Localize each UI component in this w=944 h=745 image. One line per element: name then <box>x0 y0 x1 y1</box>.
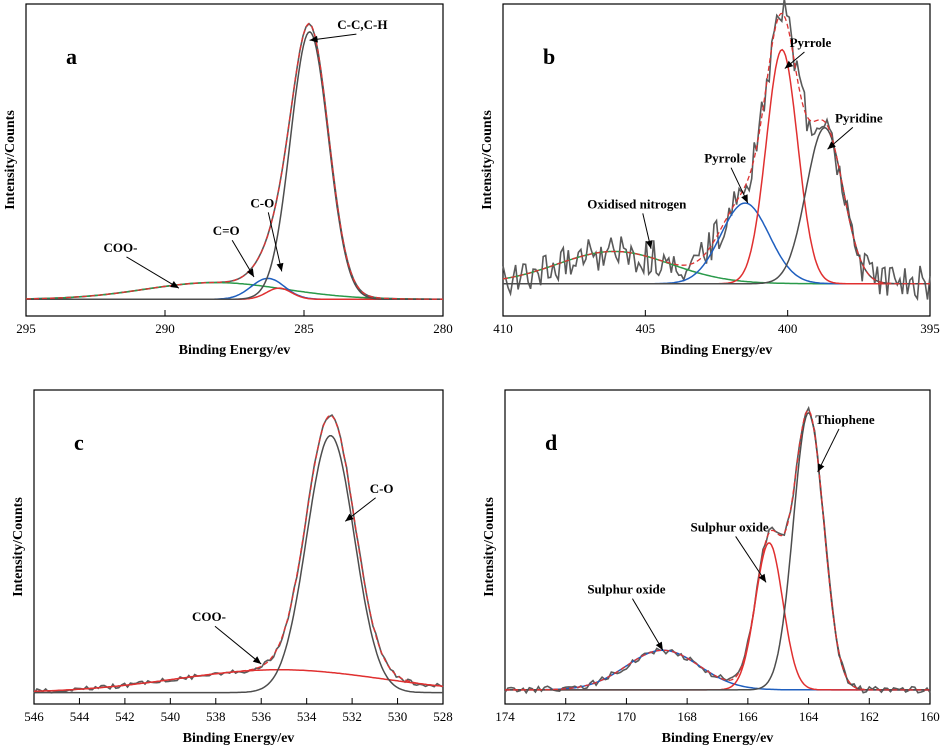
component-peak-1 <box>34 668 444 693</box>
x-tick-label: 170 <box>617 709 637 724</box>
component-peak-1 <box>505 649 930 691</box>
peak-annotation: Sulphur oxide <box>587 582 665 597</box>
plot-frame <box>25 3 444 317</box>
arrow-head <box>741 194 748 204</box>
x-tick-label: 166 <box>738 709 758 724</box>
peak-annotation: Sulphur oxide <box>691 519 769 534</box>
component-peak-4 <box>26 31 443 301</box>
raw-spectrum-line <box>25 22 443 300</box>
x-axis-label: Binding Energy/ev <box>183 731 295 745</box>
peak-annotation: Pyrrole <box>704 151 746 166</box>
arrow-head <box>170 281 179 289</box>
x-axis-label: Binding Energy/ev <box>179 343 291 358</box>
arrow-head <box>345 513 354 522</box>
x-tick-label: 544 <box>70 709 90 724</box>
annotation-arrow <box>631 598 664 651</box>
x-tick-label: 410 <box>493 321 513 336</box>
x-tick-label: 290 <box>155 321 175 336</box>
component-peak-4 <box>503 126 930 285</box>
x-tick-label: 540 <box>161 709 181 724</box>
panel-letter: c <box>74 430 84 455</box>
x-tick-label: 528 <box>433 709 453 724</box>
y-axis-label: Intensity/Counts <box>482 497 497 597</box>
peak-annotation: C-C,C-H <box>337 17 387 32</box>
component-peak-3 <box>503 48 930 285</box>
peak-annotation: C-O <box>250 195 274 210</box>
x-tick-label: 400 <box>778 321 798 336</box>
x-tick-label: 395 <box>920 321 940 336</box>
x-tick-label: 295 <box>16 321 36 336</box>
annotation-arrow <box>267 212 283 272</box>
arrow-head <box>817 463 825 473</box>
x-tick-label: 405 <box>636 321 656 336</box>
peak-annotation: Oxidised nitrogen <box>587 196 687 211</box>
x-axis-label: Binding Energy/ev <box>662 731 774 745</box>
x-tick-label: 168 <box>677 709 697 724</box>
arrow-head <box>784 60 794 69</box>
y-axis-label: Intensity/Counts <box>3 110 18 210</box>
component-peak-2 <box>505 542 930 691</box>
x-tick-label: 160 <box>920 709 940 724</box>
x-tick-label: 530 <box>388 709 408 724</box>
x-tick-label: 174 <box>495 709 515 724</box>
annotation-arrow <box>735 536 767 583</box>
x-tick-label: 164 <box>799 709 819 724</box>
peak-annotation: C=O <box>213 223 240 238</box>
plot-frame <box>33 389 444 705</box>
x-tick-label: 280 <box>433 321 453 336</box>
panel-letter: a <box>66 44 77 69</box>
x-tick-label: 534 <box>297 709 317 724</box>
peak-annotation: Thiophene <box>815 412 874 427</box>
arrow-head <box>758 573 767 583</box>
peak-annotation: Pyrrole <box>790 35 832 50</box>
annotation-arrow <box>126 256 180 289</box>
peak-annotation: COO- <box>192 609 226 624</box>
x-tick-label: 536 <box>251 709 271 724</box>
panel-b: 410 405 400 395 Binding Energy/ev Intensity/C… <box>480 0 940 358</box>
arrow-head <box>246 268 254 277</box>
arrow-head <box>655 641 663 651</box>
fit-envelope-line <box>34 414 444 692</box>
panel-c: 546 544 542 540 538 536 534 532 530 528 Binding En… <box>11 389 453 745</box>
plot-frame <box>504 389 931 705</box>
x-tick-label: 532 <box>342 709 362 724</box>
arrow-head <box>252 656 262 665</box>
arrow-head <box>645 240 653 249</box>
panel-letter: b <box>543 44 555 69</box>
panel-a: 295 290 285 280 Binding Energy/ev Intensity/C… <box>3 3 453 358</box>
arrow-head <box>827 141 836 150</box>
annotation-arrow <box>817 428 840 473</box>
y-axis-label: Intensity/Counts <box>480 110 495 210</box>
fit-envelope-line <box>505 409 930 691</box>
arrow-head <box>276 262 284 272</box>
peak-annotation: COO- <box>104 240 138 255</box>
x-axis-label: Binding Energy/ev <box>661 343 773 358</box>
plot-frame <box>502 3 931 317</box>
fit-envelope-line <box>502 12 930 285</box>
y-axis-label: Intensity/Counts <box>11 497 26 597</box>
component-peak-3 <box>505 411 930 691</box>
x-tick-label: 172 <box>556 709 576 724</box>
peak-annotation: C-O <box>370 481 394 496</box>
x-tick-label: 285 <box>294 321 314 336</box>
panel-d: 174 172 170 168 166 164 162 160 Binding Energy/e… <box>482 389 940 745</box>
annotation-arrow <box>214 625 262 665</box>
x-tick-label: 542 <box>115 709 135 724</box>
raw-spectrum-line <box>504 405 931 695</box>
x-tick-label: 546 <box>24 709 44 724</box>
x-tick-label: 162 <box>860 709 880 724</box>
x-tick-label: 538 <box>206 709 226 724</box>
component-peak-2 <box>34 435 443 694</box>
panel-letter: d <box>545 430 557 455</box>
peak-annotation: Pyridine <box>835 110 883 125</box>
fit-envelope-line <box>25 23 443 300</box>
arrow-head <box>309 35 318 43</box>
